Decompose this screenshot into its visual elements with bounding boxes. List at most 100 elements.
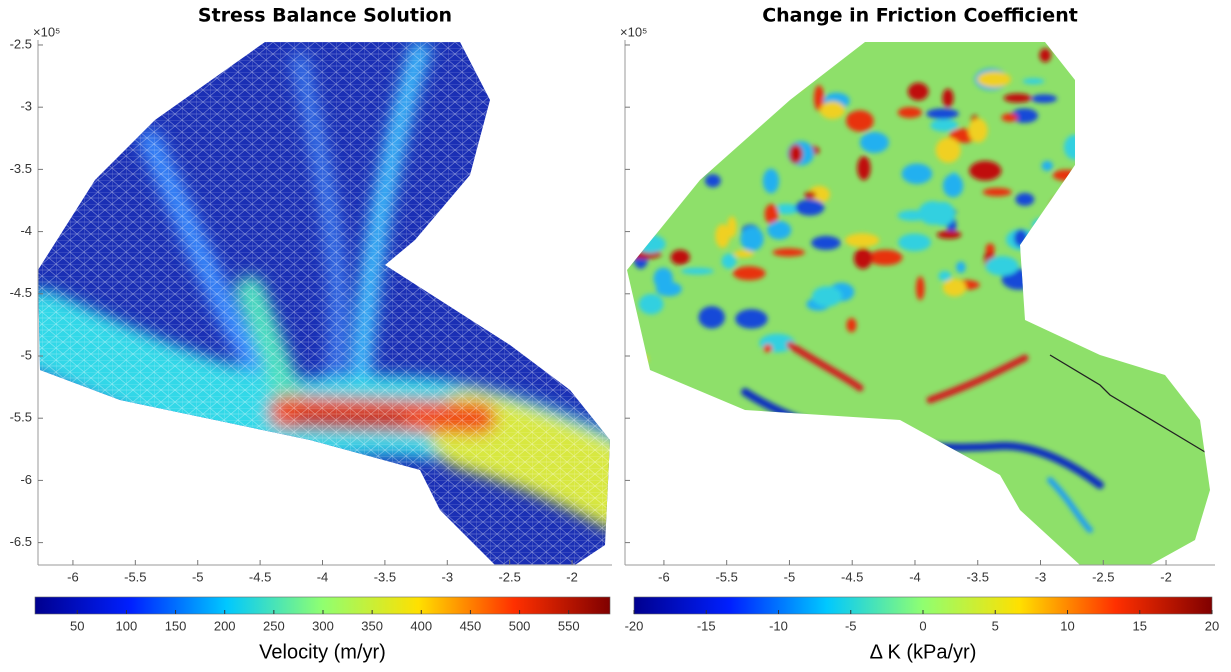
anomaly [930, 119, 958, 131]
colorbar-tick-label: 350 [361, 618, 383, 633]
anomaly [632, 354, 648, 364]
anomaly [943, 174, 963, 197]
x-tick-label: -3.5 [374, 569, 396, 584]
anomaly [968, 118, 987, 142]
colorbar-tick-label: 15 [1133, 618, 1147, 633]
map-panel: Change in Friction Coefficient×10⁵-6-5.5… [620, 5, 1220, 664]
chart-title: Stress Balance Solution [198, 5, 452, 27]
colorbar-tick-label: 400 [410, 618, 432, 633]
x-tick-label: -4.5 [841, 569, 863, 584]
anomaly [638, 372, 652, 391]
anomaly [635, 235, 666, 254]
x-tick-label: -5 [784, 569, 796, 584]
anomaly [733, 266, 766, 280]
anomaly [691, 96, 700, 112]
anomaly [956, 261, 966, 272]
anomaly [681, 268, 714, 275]
anomaly [763, 169, 779, 194]
y-tick-label: -6.5 [10, 534, 32, 549]
anomaly [1053, 170, 1080, 181]
anomaly [763, 344, 772, 352]
y-tick-label: -5 [20, 347, 32, 362]
anomaly [812, 286, 842, 307]
anomaly [772, 248, 805, 256]
y-tick-label: -3.5 [10, 161, 32, 176]
anomaly [707, 70, 723, 89]
colorbar-tick-label: 500 [509, 618, 531, 633]
map-field [620, 30, 1220, 590]
anomaly [811, 236, 841, 250]
anomaly [795, 199, 824, 215]
anomaly [943, 279, 966, 297]
colorbar-tick-label: 100 [116, 618, 138, 633]
map-panel: Stress Balance Solution ×10⁵ -6 -5.5 -5 -4.5 -… [10, 5, 630, 664]
y-tick-label: -4.5 [10, 285, 32, 300]
mesh [30, 30, 630, 590]
colorbar-tick-label: -15 [697, 618, 716, 633]
anomaly [857, 156, 870, 180]
x-tick-label: -5 [192, 569, 204, 584]
anomaly [705, 113, 716, 126]
anomaly [897, 210, 928, 221]
anomaly [640, 101, 669, 122]
anomaly [656, 282, 682, 297]
anomaly [652, 116, 683, 141]
figure: Stress Balance Solution ×10⁵ -6 -5.5 -5 -4.5 -… [0, 0, 1231, 667]
colorbar-tick-label: -20 [625, 618, 644, 633]
anomaly [986, 243, 995, 254]
x-tick-label: -3 [442, 569, 454, 584]
anomaly [1015, 193, 1034, 206]
anomaly [942, 89, 953, 108]
anomaly [1014, 230, 1028, 247]
colorbar-tick-label: 200 [214, 618, 236, 633]
anomaly [898, 234, 931, 252]
x-tick-label: -4 [909, 569, 921, 584]
colorbar-tick-label: 550 [558, 618, 580, 633]
anomaly [1004, 93, 1032, 102]
x-tick-label: -2.5 [498, 569, 520, 584]
anomaly [902, 164, 933, 185]
axis-multiplier: ×10⁵ [620, 24, 647, 39]
anomaly [1037, 237, 1072, 249]
anomaly [898, 107, 922, 118]
colorbar-tick-label: 5 [992, 618, 999, 633]
x-tick-label: -6 [67, 569, 79, 584]
anomaly [868, 250, 902, 266]
anomaly [734, 250, 754, 258]
anomaly [936, 138, 961, 163]
x-tick-label: -2 [566, 569, 578, 584]
anomaly [1001, 113, 1017, 121]
x-tick-label: -6 [658, 569, 670, 584]
x-tick-label: -2.5 [1092, 569, 1114, 584]
anomaly [639, 294, 664, 314]
anomaly [705, 174, 721, 187]
anomaly [647, 44, 678, 67]
colorbar-tick-label: 50 [70, 618, 84, 633]
anomaly [1039, 48, 1051, 62]
anomaly [846, 318, 856, 332]
x-tick-label: -5.5 [715, 569, 737, 584]
axis-multiplier: ×10⁵ [33, 24, 60, 39]
anomaly [1032, 217, 1061, 232]
anomaly [1053, 257, 1063, 265]
anomaly [1029, 236, 1062, 260]
anomaly [722, 254, 737, 269]
anomaly [1023, 78, 1045, 84]
anomaly [1050, 217, 1077, 234]
anomaly [983, 188, 1012, 197]
anomaly [916, 276, 925, 300]
anomaly [651, 95, 661, 103]
anomaly [789, 145, 803, 164]
anomaly [767, 221, 791, 240]
x-tick-label: -3 [1035, 569, 1047, 584]
anomaly [845, 233, 879, 247]
anomaly [1040, 223, 1051, 239]
anomaly [1051, 196, 1076, 218]
y-tick-label: -6 [20, 472, 32, 487]
anomaly [671, 250, 690, 265]
anomaly [860, 132, 889, 153]
anomaly [698, 306, 724, 328]
anomaly [854, 248, 872, 269]
x-tick-label: -5.5 [124, 569, 146, 584]
colorbar-tick-label: 150 [165, 618, 187, 633]
